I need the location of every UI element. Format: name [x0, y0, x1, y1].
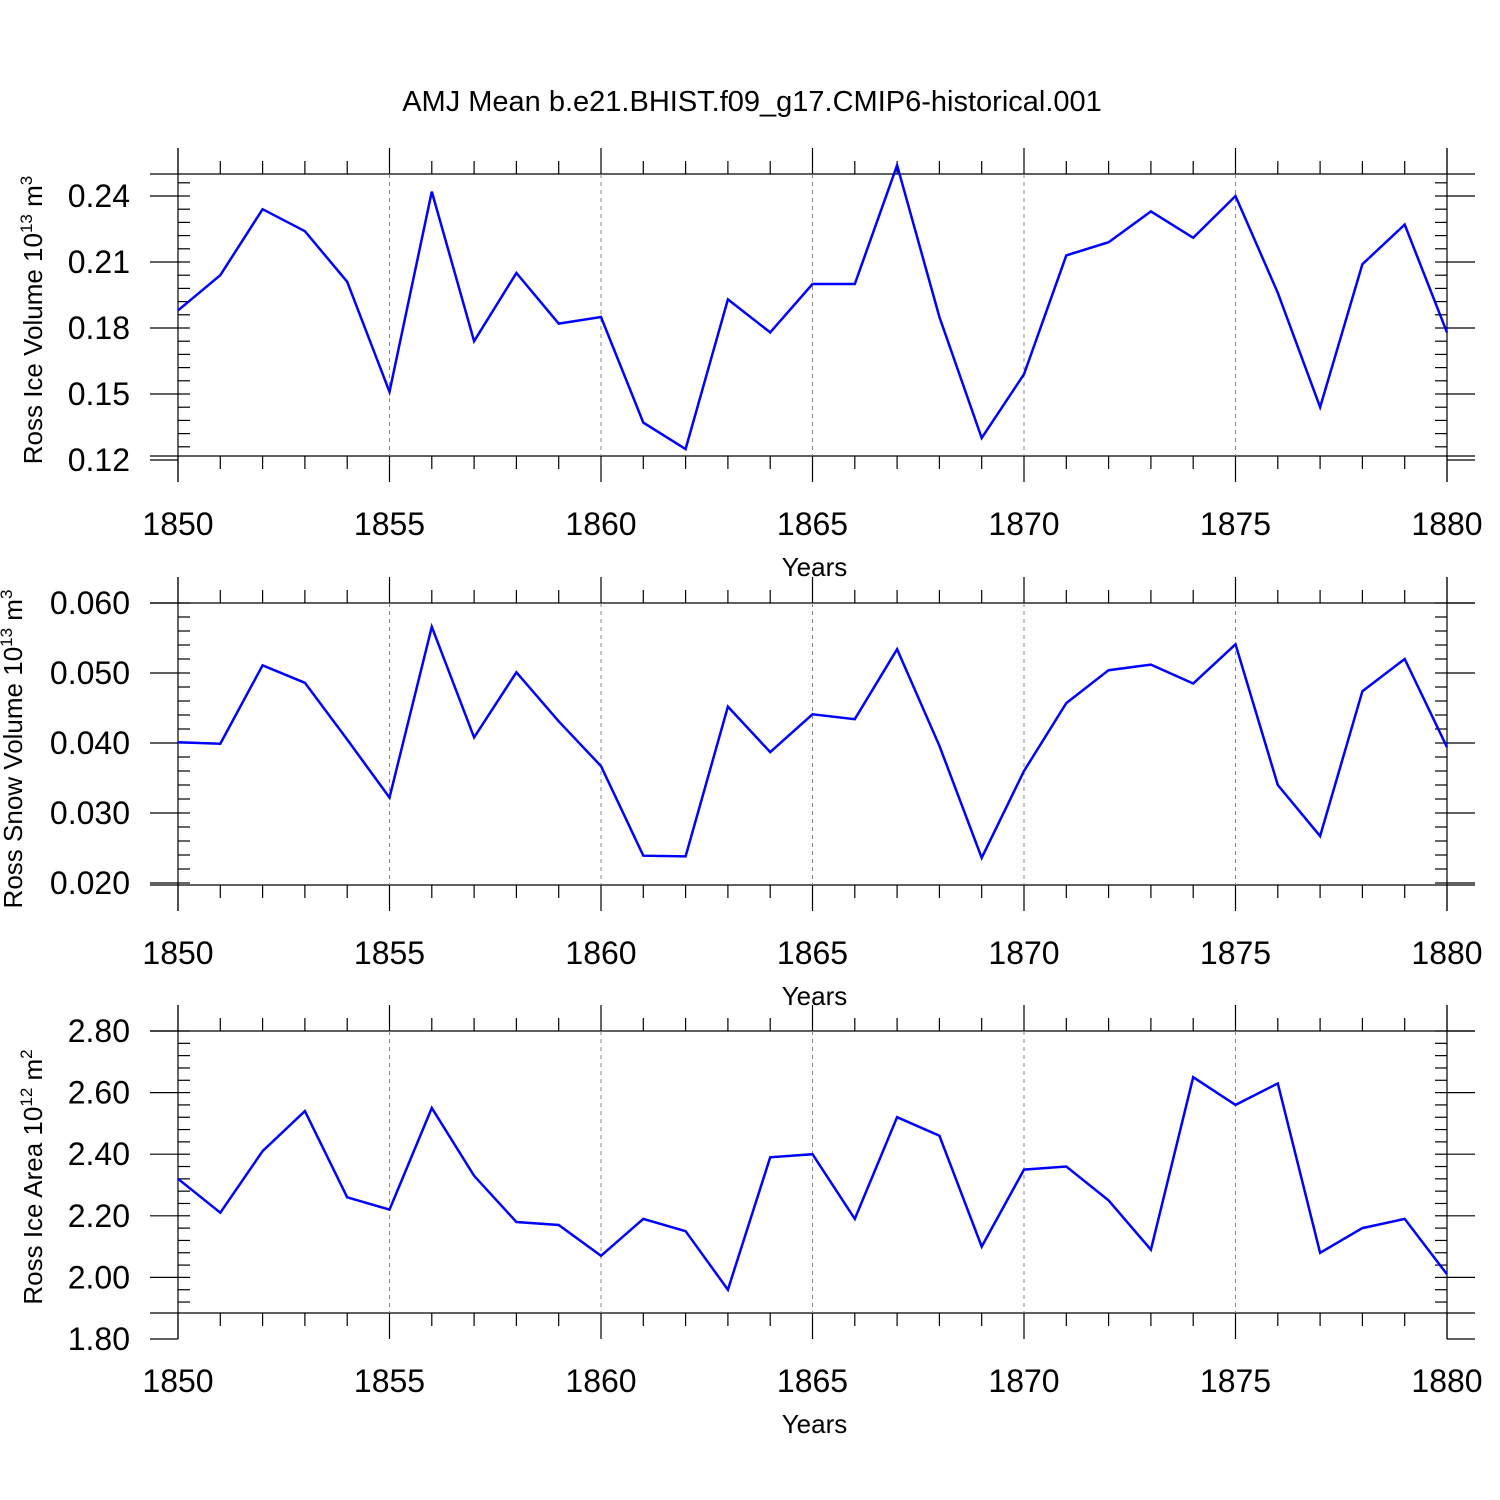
- y-tick-label: 0.060: [50, 585, 130, 621]
- y-axis-label-superscript: 12: [17, 1088, 36, 1107]
- x-tick-label: 1860: [565, 506, 636, 542]
- y-tick-label: 0.21: [68, 244, 130, 280]
- y-axis-label-part: m: [0, 599, 28, 628]
- y-tick-label: 0.020: [50, 865, 130, 901]
- x-tick-label: 1865: [777, 1363, 848, 1399]
- y-tick-label: 0.12: [68, 442, 130, 478]
- x-tick-label: 1855: [354, 506, 425, 542]
- y-axis-label: Ross Snow Volume 1013 m3: [0, 590, 28, 909]
- x-tick-label: 1855: [354, 935, 425, 971]
- x-tick-label: 1875: [1200, 506, 1271, 542]
- x-tick-label: 1865: [777, 506, 848, 542]
- y-axis-label-superscript: 3: [0, 590, 16, 599]
- y-tick-label: 2.00: [68, 1259, 130, 1295]
- y-axis-label-superscript: 2: [17, 1049, 36, 1058]
- y-tick-label: 0.050: [50, 655, 130, 691]
- x-tick-label: 1860: [565, 1363, 636, 1399]
- y-axis-label-part: Ross Snow Volume 10: [0, 647, 28, 909]
- y-tick-label: 2.80: [68, 1013, 130, 1049]
- panel-1: 1850 1855 1860 1865 1870 1875 1880 0.12 0.15 0.18…: [17, 148, 1483, 582]
- y-tick-label: 0.15: [68, 376, 130, 412]
- y-tick-label: 0.030: [50, 795, 130, 831]
- series-line: [177, 1075, 1448, 1293]
- x-tick-label: 1850: [142, 935, 213, 971]
- y-axis-label-superscript: 3: [17, 176, 36, 185]
- x-tick-label: 1850: [142, 506, 213, 542]
- x-tick-label: 1865: [777, 935, 848, 971]
- panel-2: 1850 1855 1860 1865 1870 1875 1880 0.020 0.030 0.…: [0, 577, 1483, 1011]
- y-axis-label: Ross Ice Volume 1013 m3: [17, 176, 48, 465]
- x-tick-label: 1870: [988, 935, 1059, 971]
- series-line: [177, 161, 1449, 451]
- y-tick-label: 2.20: [68, 1198, 130, 1234]
- x-tick-label: 1875: [1200, 935, 1271, 971]
- series-line: [177, 622, 1449, 861]
- panels-container: 1850 1855 1860 1865 1870 1875 1880 0.12 0.15 0.18…: [0, 148, 1483, 1439]
- x-axis-label: Years: [782, 981, 848, 1011]
- y-tick-label: 0.24: [68, 178, 130, 214]
- x-tick-label: 1880: [1411, 506, 1482, 542]
- y-tick-label: 0.040: [50, 725, 130, 761]
- y-axis-label-superscript: 13: [17, 214, 36, 233]
- x-tick-label: 1855: [354, 1363, 425, 1399]
- x-axis-label: Years: [782, 1409, 848, 1439]
- x-axis-label: Years: [782, 552, 848, 582]
- y-axis-label-superscript: 13: [0, 628, 16, 647]
- y-axis-label-part: Ross Ice Volume 10: [18, 233, 48, 464]
- y-tick-label: 0.18: [68, 310, 130, 346]
- y-tick-label: 2.40: [68, 1136, 130, 1172]
- y-axis-label: Ross Ice Area 1012 m2: [17, 1049, 48, 1304]
- x-tick-label: 1875: [1200, 1363, 1271, 1399]
- panel-3: 1850 1855 1860 1865 1870 1875 1880 1.80 2.00 2.20…: [17, 1005, 1483, 1439]
- x-tick-label: 1850: [142, 1363, 213, 1399]
- x-tick-label: 1870: [988, 506, 1059, 542]
- y-tick-label: 1.80: [68, 1321, 130, 1357]
- y-axis-label-part: m: [18, 185, 48, 214]
- y-axis-label-part: m: [18, 1059, 48, 1088]
- x-tick-label: 1860: [565, 935, 636, 971]
- x-tick-label: 1880: [1411, 935, 1482, 971]
- y-axis-label-part: Ross Ice Area 10: [18, 1107, 48, 1305]
- figure-title: AMJ Mean b.e21.BHIST.f09_g17.CMIP6-histo…: [402, 86, 1102, 118]
- x-tick-label: 1870: [988, 1363, 1059, 1399]
- x-tick-label: 1880: [1411, 1363, 1482, 1399]
- y-tick-label: 2.60: [68, 1075, 130, 1111]
